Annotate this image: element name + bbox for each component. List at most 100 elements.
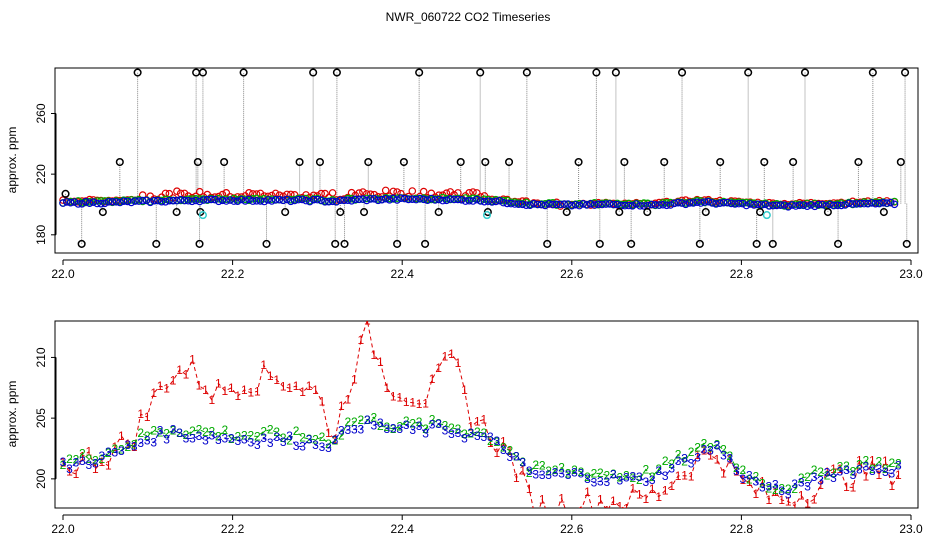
series-3-point: 3 [461,431,468,445]
series-1-point: 1 [468,420,475,434]
series-3-point [780,201,789,209]
series-3-point [131,197,139,205]
series-3-point [522,201,531,210]
series-3-point [211,195,219,204]
series-1-point: 1 [888,479,895,493]
series-3-point [776,201,785,210]
outlier-point [789,157,798,167]
series-2-point: 2 [752,469,759,483]
series-1-point [275,191,284,200]
series-3-point: 3 [759,481,766,495]
series-3-point [651,201,660,209]
series-3-point [142,196,151,205]
series-3-point: 3 [623,471,630,485]
series-3-point [385,196,394,204]
series-1-point: 1 [383,381,390,395]
series-3-point: 3 [506,450,513,464]
series-1-point: 1 [247,386,254,400]
top-panel-frame [54,67,919,254]
series-3-point [867,199,876,207]
series-3-point [93,199,102,208]
series-3-point [632,200,641,208]
series-3-point: 3 [636,470,643,484]
series-3-point [875,199,884,208]
series-1-point [678,196,686,205]
series-3-point: 3 [150,436,157,450]
series-3-point: 3 [293,439,300,453]
figure-title: NWR_060722 CO2 Timeseries [386,10,551,24]
outlier-point [309,68,318,77]
series-3-point [788,201,796,209]
series-2-point [260,194,269,203]
series-3-point: 3 [429,418,436,432]
series-3-point [374,196,382,205]
series-1-point [302,191,310,199]
series-2-point: 2 [506,444,513,458]
series-3-point [317,196,326,205]
series-1-point: 1 [273,373,280,387]
outlier-point [896,157,905,167]
series-3-point [583,201,591,209]
series-1-point: 1 [442,349,449,363]
outlier-point [421,239,430,248]
series-1-point: 1 [869,453,876,467]
series-2-point: 2 [785,482,792,496]
series-1-point: 1 [882,454,889,468]
series-1-point: 1 [196,379,203,393]
series-3-point [848,200,857,208]
series-2-point: 2 [649,470,656,484]
series-3-point [545,200,553,208]
series-3-point [188,197,196,206]
series-3-point: 3 [209,429,216,443]
series-3-point [180,196,189,205]
series-1-point: 1 [584,485,591,499]
series-1-point: 1 [118,429,125,443]
series-1-point [226,193,234,201]
series-2-point: 2 [345,415,352,429]
bottom-x-tick-label: 22.4 [391,522,415,536]
series-3-point [518,200,527,209]
cal-point [482,211,492,220]
series-2-point [803,199,812,208]
series-3-point: 3 [409,423,416,437]
series-1-point: 1 [694,448,701,462]
series-1-point [321,189,329,198]
series-3-point: 3 [688,456,695,470]
series-1-point [366,190,375,199]
series-3-point: 3 [306,432,313,446]
series-3-point: 3 [435,417,442,431]
series-2-point: 2 [163,426,170,440]
outlier-point [574,157,583,167]
series-3-point: 3 [280,435,287,449]
series-1-point [381,186,390,195]
series-3-point [784,203,793,211]
series-3-point [446,195,455,203]
series-3-point [340,196,348,205]
series-1-point: 1 [746,475,753,489]
series-3-point [791,202,800,210]
top-x-tick-label: 22.2 [221,267,245,281]
series-3-point [423,196,432,205]
series-3-point: 3 [60,455,67,469]
series-1-point [883,197,891,205]
series-3-point [233,197,242,206]
series-1-point: 1 [707,449,714,463]
series-3-point [165,196,174,205]
series-3-point [389,194,398,203]
series-3-point [837,201,846,210]
series-3-point [309,195,318,204]
series-3-point [108,198,117,206]
series-3-point [647,200,656,209]
series-1-point: 1 [526,482,533,496]
series-3-point [488,198,496,206]
series-2-point: 2 [714,437,721,451]
outlier-point [902,239,911,248]
series-3-point [400,194,409,203]
series-3-point [435,195,443,204]
series-3-point: 3 [701,442,708,456]
series-2-point: 2 [584,470,591,484]
series-1-point: 1 [811,492,818,506]
series-3-point [708,199,717,207]
series-3-point [431,196,439,204]
series-3-point [230,197,238,205]
